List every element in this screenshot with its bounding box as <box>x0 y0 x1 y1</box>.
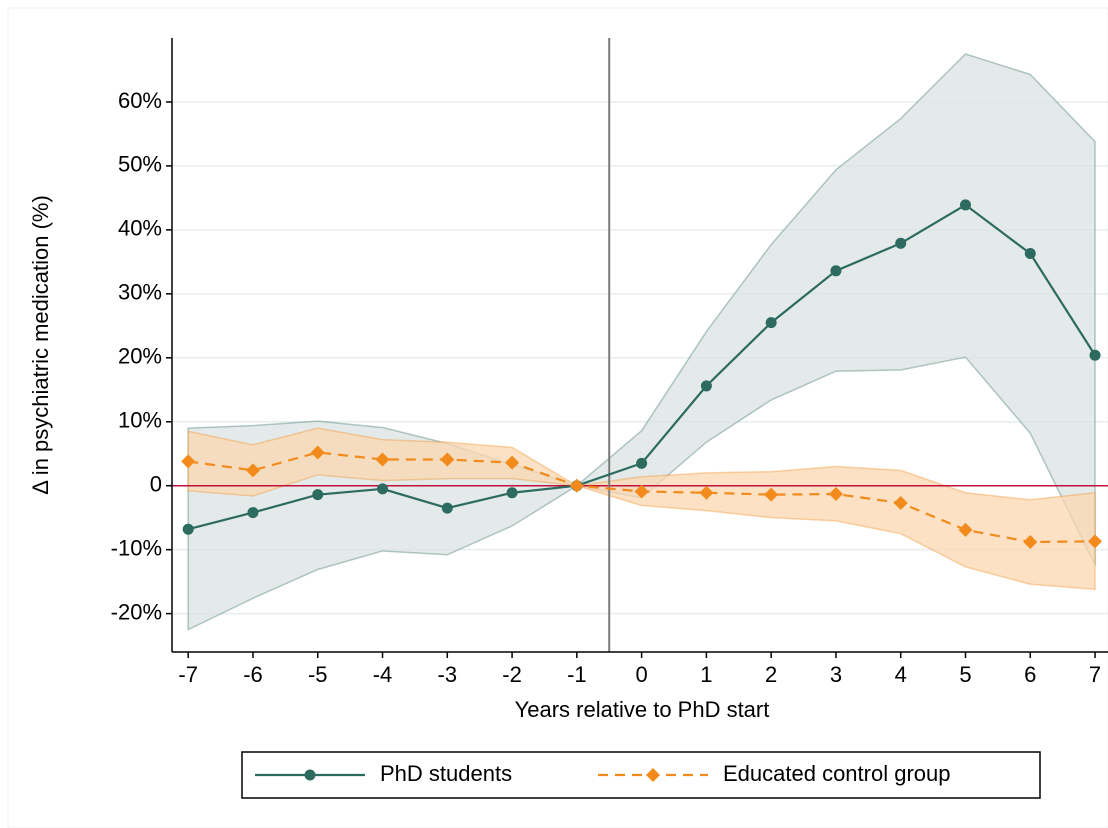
data-point <box>1089 349 1101 361</box>
x-axis-label: Years relative to PhD start <box>515 697 770 722</box>
data-point <box>505 455 520 470</box>
data-point <box>182 523 194 535</box>
data-point <box>893 495 908 510</box>
data-point <box>506 487 518 499</box>
y-tick-label: 60% <box>118 88 162 113</box>
data-point <box>245 463 260 478</box>
y-tick-label: 40% <box>118 216 162 241</box>
legend-marker <box>646 768 660 782</box>
data-point <box>959 199 971 211</box>
data-point <box>569 478 584 493</box>
data-point <box>958 522 973 537</box>
y-axis-label: Δ in psychiatric medication (%) <box>28 195 53 495</box>
y-tick-label: -10% <box>111 535 162 560</box>
x-tick-label: 3 <box>830 662 842 687</box>
data-point <box>375 452 390 467</box>
x-tick-label: 7 <box>1089 662 1101 687</box>
data-point <box>830 265 842 277</box>
data-point <box>895 237 907 249</box>
x-tick-label: 4 <box>895 662 907 687</box>
data-point <box>634 484 649 499</box>
y-tick-label: 20% <box>118 344 162 369</box>
x-tick-label: -3 <box>438 662 458 687</box>
legend-marker <box>304 769 316 781</box>
data-point <box>699 485 714 500</box>
x-tick-label: 2 <box>765 662 777 687</box>
data-point <box>377 483 389 495</box>
data-point <box>247 507 259 519</box>
x-tick-label: 5 <box>959 662 971 687</box>
x-tick-label: -7 <box>178 662 198 687</box>
data-point <box>441 502 453 514</box>
data-point <box>636 457 648 469</box>
x-tick-label: 6 <box>1024 662 1036 687</box>
confidence-band <box>187 427 1096 591</box>
y-tick-label: -20% <box>111 599 162 624</box>
x-tick-label: -4 <box>373 662 393 687</box>
data-point <box>181 454 196 469</box>
data-point <box>440 452 455 467</box>
y-tick-label: 30% <box>118 280 162 305</box>
data-point <box>828 487 843 502</box>
x-tick-label: -6 <box>243 662 263 687</box>
x-tick-label: 0 <box>635 662 647 687</box>
x-tick-label: -2 <box>502 662 522 687</box>
data-point <box>700 380 712 392</box>
y-tick-label: 0 <box>150 472 162 497</box>
data-point <box>312 489 324 501</box>
legend-label: PhD students <box>380 761 512 786</box>
legend-label: Educated control group <box>723 761 951 786</box>
data-point <box>764 487 779 502</box>
data-point <box>1024 248 1036 260</box>
x-tick-label: -1 <box>567 662 587 687</box>
x-tick-label: -5 <box>308 662 328 687</box>
y-tick-label: 50% <box>118 152 162 177</box>
x-tick-label: 1 <box>700 662 712 687</box>
data-point <box>1023 534 1038 549</box>
y-tick-label: 10% <box>118 408 162 433</box>
data-point <box>310 445 325 460</box>
data-point <box>765 317 777 329</box>
data-point <box>1088 534 1103 549</box>
